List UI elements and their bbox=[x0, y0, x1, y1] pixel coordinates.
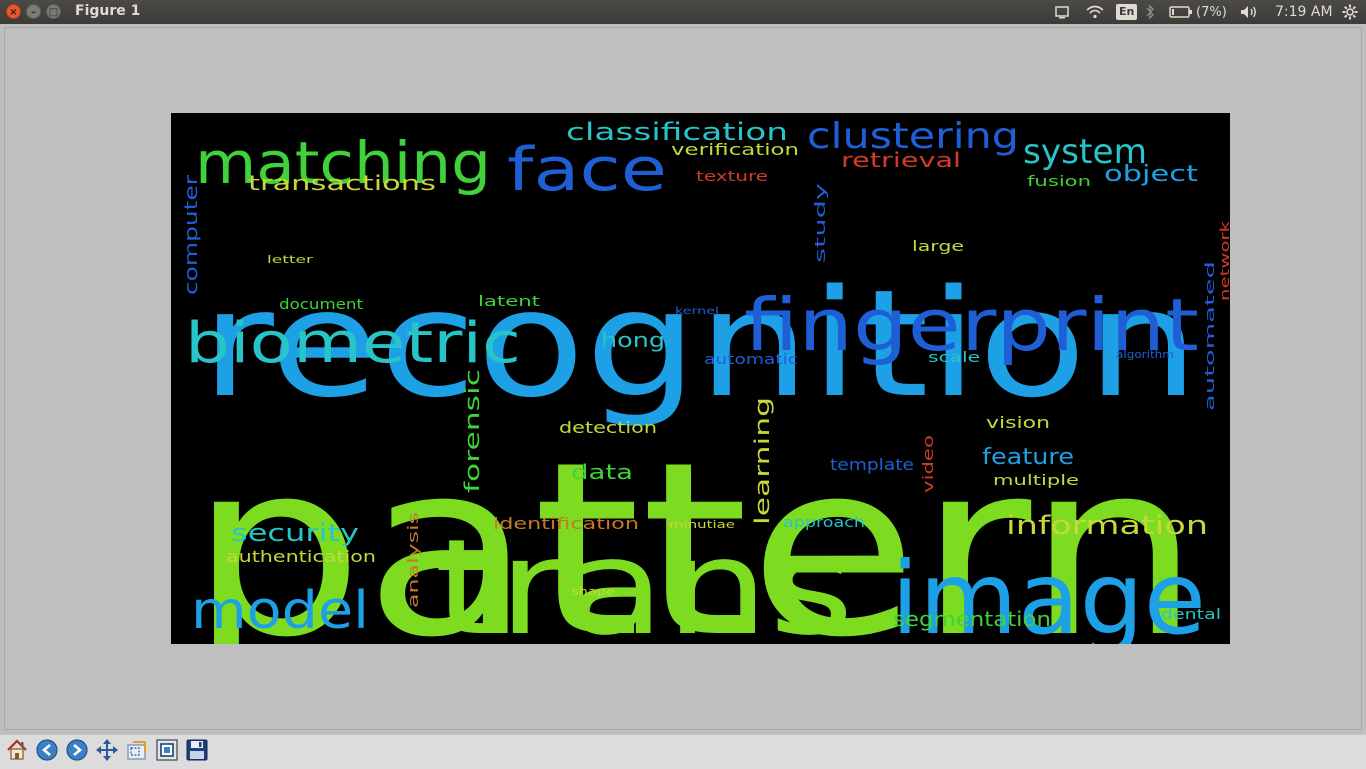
word-kernel: kernel bbox=[675, 306, 719, 317]
zoom-rect-icon bbox=[125, 738, 149, 766]
word-latent: latent bbox=[478, 294, 541, 310]
word-hong: hong bbox=[601, 328, 665, 352]
word-document: document bbox=[279, 297, 364, 313]
word-clustering: clustering bbox=[807, 116, 1019, 157]
word-analysis: analysis bbox=[406, 512, 422, 608]
battery-indicator[interactable]: (7%) bbox=[1169, 0, 1227, 24]
close-window-button[interactable]: × bbox=[6, 4, 21, 19]
wordcloud-image: pattern recognition trans image fingerprint b… bbox=[171, 113, 1230, 644]
keyboard-layout-label: En bbox=[1116, 4, 1138, 20]
word-face: face bbox=[507, 135, 667, 205]
home-icon bbox=[5, 738, 29, 766]
word-fusion: fusion bbox=[1027, 174, 1091, 190]
word-automatic: automatic bbox=[704, 352, 798, 368]
word-shape: shape bbox=[571, 585, 615, 598]
word-dental: dental bbox=[1161, 607, 1221, 623]
word-system: system bbox=[1023, 132, 1147, 172]
word-multiple: multiple bbox=[993, 473, 1079, 489]
word-verification: verification bbox=[671, 140, 799, 159]
word-minutiae: minutiae bbox=[669, 518, 735, 531]
zoom-button[interactable] bbox=[124, 739, 150, 765]
word-retrieval: retrieval bbox=[841, 148, 961, 172]
word-texture: texture bbox=[696, 169, 768, 185]
pan-move-icon bbox=[95, 738, 119, 766]
word-trans: trans bbox=[434, 511, 854, 644]
word-forensic: forensic bbox=[460, 369, 484, 493]
battery-icon bbox=[1169, 5, 1193, 19]
home-button[interactable] bbox=[4, 739, 30, 765]
word-network: network bbox=[1218, 221, 1230, 301]
back-arrow-icon bbox=[35, 738, 59, 766]
forward-arrow-icon bbox=[65, 738, 89, 766]
word-fingerprint: fingerprint bbox=[744, 283, 1199, 367]
settings-gear-icon[interactable] bbox=[1342, 0, 1358, 24]
word-automated: automated bbox=[1203, 261, 1217, 411]
word-security: security bbox=[231, 519, 359, 547]
word-identification: identification bbox=[493, 514, 639, 533]
keyboard-layout-indicator[interactable]: En bbox=[1116, 0, 1138, 24]
bluetooth-icon[interactable] bbox=[1145, 0, 1155, 24]
word-pattern: pattern bbox=[189, 410, 1201, 644]
forward-button[interactable] bbox=[64, 739, 90, 765]
word-recognition: recognition bbox=[201, 258, 1199, 430]
save-disk-icon bbox=[185, 738, 209, 766]
save-button[interactable] bbox=[184, 739, 210, 765]
word-object: object bbox=[1104, 162, 1199, 187]
word-large: large bbox=[912, 239, 964, 255]
word-data: data bbox=[571, 460, 633, 484]
word-biometric: biometric bbox=[185, 311, 521, 376]
battery-percent: (7%) bbox=[1196, 4, 1227, 20]
word-scale: scale bbox=[928, 350, 980, 366]
volume-icon[interactable] bbox=[1239, 0, 1259, 24]
top-panel: × – □ Figure 1 En (7%) 7:19 AM bbox=[0, 0, 1366, 24]
screen-icon[interactable] bbox=[1054, 0, 1070, 24]
word-vision: vision bbox=[986, 413, 1050, 432]
word-learning: learning bbox=[750, 397, 774, 525]
back-button[interactable] bbox=[34, 739, 60, 765]
wifi-icon[interactable] bbox=[1085, 0, 1105, 24]
subplots-button[interactable] bbox=[154, 739, 180, 765]
word-detection: detection bbox=[559, 418, 657, 437]
word-authentication: authentication bbox=[226, 547, 376, 566]
word-feature: feature bbox=[982, 445, 1074, 470]
word-study: study bbox=[813, 183, 829, 263]
word-template: template bbox=[830, 455, 914, 474]
maximize-window-button[interactable]: □ bbox=[46, 4, 61, 19]
clock[interactable]: 7:19 AM bbox=[1275, 4, 1333, 20]
word-transactions: transactions bbox=[248, 171, 436, 195]
word-image: image bbox=[891, 540, 1206, 644]
word-information: information bbox=[1006, 511, 1208, 541]
word-video: video bbox=[921, 435, 937, 493]
word-model: model bbox=[191, 581, 369, 641]
word-letter: letter bbox=[267, 253, 314, 266]
pan-button[interactable] bbox=[94, 739, 120, 765]
window-title: Figure 1 bbox=[75, 3, 141, 19]
minimize-window-button[interactable]: – bbox=[26, 4, 41, 19]
subplots-config-icon bbox=[155, 738, 179, 766]
word-matching: matching bbox=[195, 129, 491, 197]
word-computer: computer bbox=[181, 174, 202, 295]
word-algorithm: algorithm bbox=[1116, 348, 1174, 361]
word-segmentation: segmentation bbox=[893, 607, 1051, 631]
word-classification: classification bbox=[566, 118, 788, 146]
word-approach: approach bbox=[783, 515, 865, 531]
navigation-toolbar bbox=[0, 734, 1366, 769]
